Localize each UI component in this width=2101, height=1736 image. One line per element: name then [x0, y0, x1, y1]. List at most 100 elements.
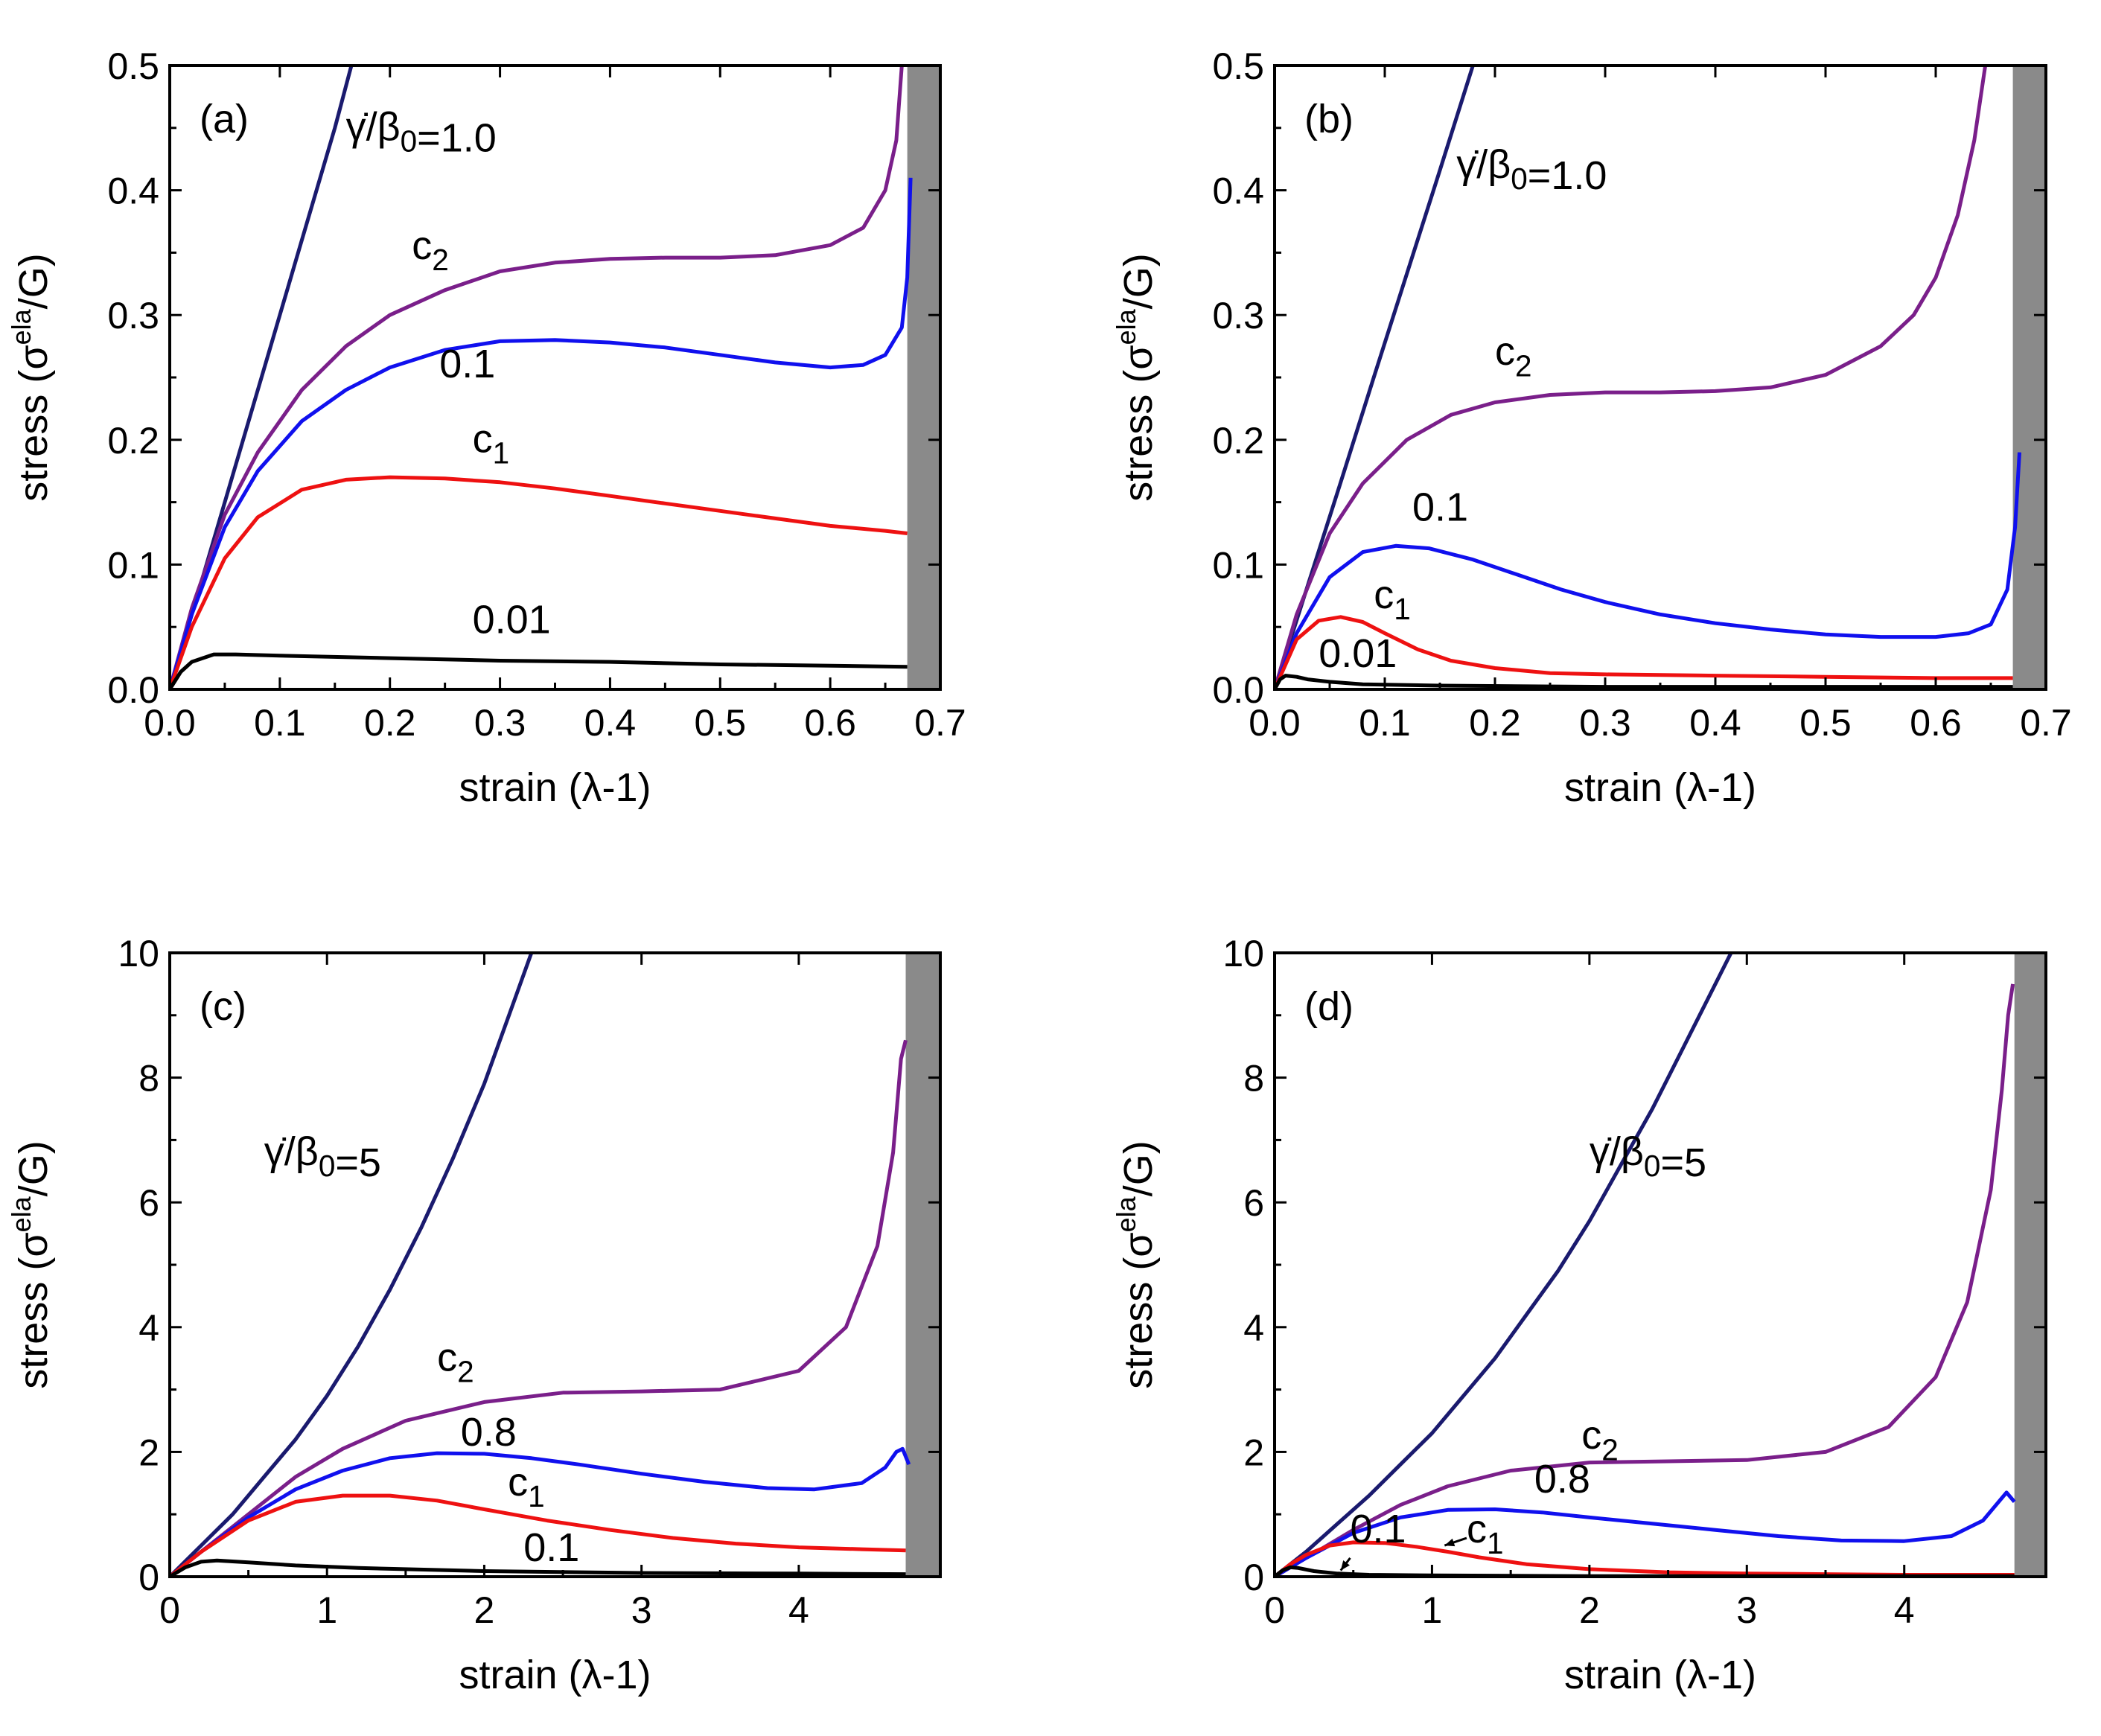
- x-tick-label: 0.0: [1249, 702, 1301, 744]
- series-line-3: [170, 475, 908, 689]
- series-line-2: [170, 1446, 911, 1577]
- x-tick-label: 1: [316, 1589, 337, 1631]
- series-line-0: [170, 953, 534, 1577]
- y-axis-label: stress (σela/G): [6, 253, 56, 501]
- y-tick-label: 0.4: [107, 170, 159, 212]
- curve-annotation: γ̇/β0=5: [264, 1129, 381, 1185]
- y-tick-label: 0.5: [1212, 45, 1264, 87]
- shaded-region: [2012, 66, 2046, 689]
- series-line-2: [170, 177, 913, 689]
- series-line-3: [1275, 1540, 2015, 1577]
- y-axis-label: stress (σela/G): [1111, 253, 1161, 501]
- annotation-arrowhead: [1340, 1560, 1350, 1571]
- y-tick-label: 2: [138, 1432, 159, 1473]
- series-line-1: [170, 66, 904, 689]
- series-line-4: [170, 652, 908, 689]
- y-axis-label-tail: /G): [11, 253, 56, 309]
- panel-label: (d): [1304, 984, 1354, 1029]
- series-line-1: [1275, 66, 1988, 689]
- x-tick-label: 3: [1736, 1589, 1757, 1631]
- x-tick-label: 0.6: [804, 702, 856, 744]
- y-axis-label-tail: /G): [1116, 1140, 1161, 1196]
- curve-annotation: 0.8: [461, 1410, 517, 1455]
- curve-annotation: c1: [508, 1460, 545, 1513]
- y-axis-label-tail: /G): [11, 1140, 56, 1196]
- y-tick-label: 8: [138, 1058, 159, 1100]
- panel-label: (a): [200, 97, 249, 141]
- curve-annotation: γ̇/β0=1.0: [346, 105, 497, 161]
- x-axis-label: strain (λ-1): [1564, 1653, 1756, 1697]
- x-tick-label: 3: [631, 1589, 652, 1631]
- x-tick-label: 0.0: [144, 702, 196, 744]
- y-axis-label-main: stress (σ: [11, 1232, 56, 1388]
- x-tick-label: 4: [1894, 1589, 1915, 1631]
- plot-frame: [1273, 951, 2047, 1578]
- curve-annotation: c2: [1581, 1413, 1619, 1467]
- y-tick-label: 0.0: [107, 669, 159, 711]
- x-axis-label: strain (λ-1): [459, 1653, 651, 1697]
- x-tick-label: 0.3: [1579, 702, 1631, 744]
- y-tick-label: 0.2: [107, 420, 159, 462]
- series-line-1: [1275, 983, 2015, 1577]
- series-group: [1275, 66, 2021, 689]
- curve-annotation: γ̇/β0=5: [1590, 1129, 1706, 1185]
- x-tick-label: 0.5: [695, 702, 747, 744]
- y-tick-label: 0.3: [107, 295, 159, 336]
- y-axis-label-main: stress (σ: [11, 345, 56, 501]
- series-group: [170, 953, 911, 1577]
- x-tick-label: 0.7: [914, 702, 966, 744]
- curve-annotation: c2: [1495, 329, 1532, 383]
- panel-label: (c): [200, 984, 246, 1029]
- y-axis-label-main: stress (σ: [1116, 1232, 1161, 1388]
- x-axis-label: strain (λ-1): [1564, 765, 1756, 810]
- curve-annotation: c2: [412, 223, 449, 277]
- series-line-2: [1275, 452, 2021, 689]
- x-tick-label: 0.2: [1469, 702, 1521, 744]
- series-line-4: [170, 1558, 906, 1577]
- plot-frame: [168, 64, 942, 691]
- y-axis-label-sup: ela: [1111, 308, 1141, 345]
- x-tick-label: 0.4: [1689, 702, 1741, 744]
- x-tick-label: 0.6: [1910, 702, 1962, 744]
- annotation-arrowhead: [1444, 1538, 1456, 1547]
- y-tick-label: 8: [1243, 1058, 1264, 1100]
- y-tick-label: 0.2: [1212, 420, 1264, 462]
- curve-annotation: 0.1: [439, 342, 495, 386]
- y-tick-label: 4: [1243, 1307, 1264, 1349]
- panel-a: 0.0 0.1 0.2 0.3 0.4 0.5 0.6 0.7 0.0 0.1 0.2 0.3 0.4 0…: [6, 45, 966, 810]
- y-tick-label: 0.1: [1212, 544, 1264, 586]
- x-tick-label: 0.1: [1359, 702, 1411, 744]
- series-group: [1275, 953, 2016, 1577]
- curve-annotation: 0.01: [1319, 631, 1397, 676]
- y-tick-label: 0.4: [1212, 170, 1264, 212]
- series-line-2: [1275, 1490, 2016, 1577]
- x-tick-label: 0.7: [2020, 702, 2072, 744]
- y-axis-label: stress (σela/G): [1111, 1140, 1161, 1388]
- series-line-3: [1275, 615, 2013, 689]
- y-tick-label: 6: [138, 1182, 159, 1224]
- curve-annotation: γ̇/β0=1.0: [1456, 142, 1607, 198]
- series-line-4: [1275, 674, 2013, 689]
- series-line-0: [1275, 953, 1733, 1577]
- panel-label: (b): [1304, 97, 1354, 141]
- x-tick-label: 0.1: [254, 702, 306, 744]
- y-tick-label: 0.1: [107, 544, 159, 586]
- y-axis-label-tail: /G): [1116, 253, 1161, 309]
- y-tick-label: 0.0: [1212, 669, 1264, 711]
- shaded-region: [907, 66, 940, 689]
- curve-annotation: 0.01: [473, 598, 551, 642]
- curve-annotation: 0.8: [1534, 1457, 1590, 1502]
- y-axis-label: stress (σela/G): [6, 1140, 56, 1388]
- shaded-region: [2014, 953, 2046, 1577]
- x-tick-label: 1: [1422, 1589, 1443, 1631]
- x-tick-label: 0.2: [364, 702, 416, 744]
- curve-annotation: c1: [1467, 1507, 1504, 1560]
- x-tick-label: 2: [474, 1589, 495, 1631]
- y-tick-label: 0.5: [107, 45, 159, 87]
- y-tick-label: 10: [1222, 933, 1264, 974]
- panel-d: 0 1 2 3 4 0 2 4 6 8 10 strain (λ-1) stress (σela/G) (…: [1111, 933, 2047, 1697]
- curve-annotation: 0.1: [1350, 1507, 1406, 1551]
- y-tick-label: 0: [138, 1557, 159, 1598]
- curve-annotation: 0.1: [523, 1525, 579, 1570]
